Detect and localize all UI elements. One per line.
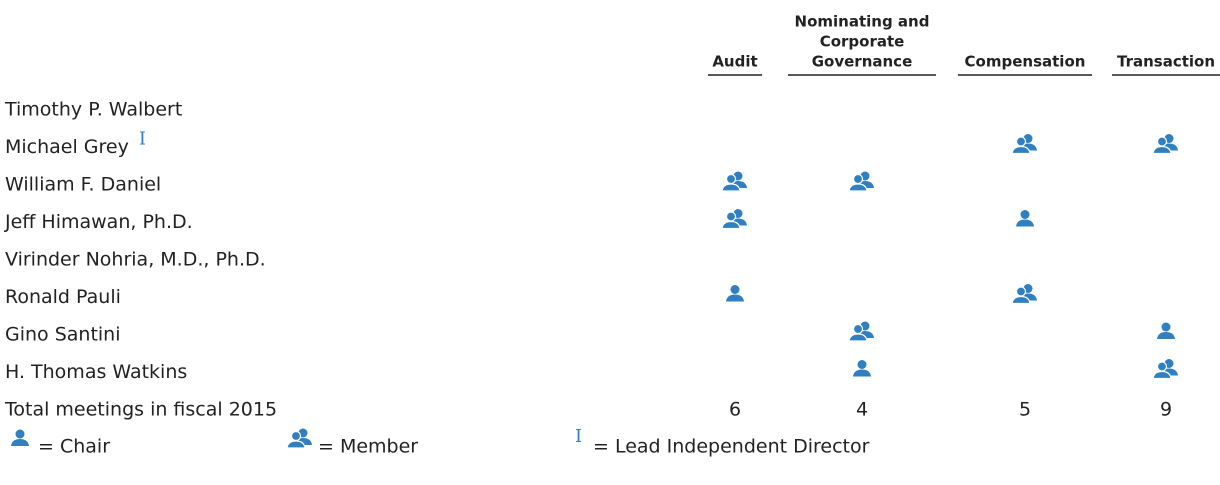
- chair-icon: [1016, 210, 1034, 227]
- row-name: Gino Santini: [5, 324, 121, 346]
- total-value: 5: [1019, 399, 1031, 421]
- chair-icon: [853, 360, 871, 377]
- member-icon: [286, 427, 313, 449]
- legend-symbol: I: [575, 426, 582, 447]
- chair-icon: [1157, 322, 1175, 339]
- member-icon: [1152, 358, 1179, 380]
- chair-icon: [11, 429, 29, 446]
- column-header: Audit: [712, 53, 757, 71]
- row-name: Timothy P. Walbert: [4, 99, 182, 121]
- lead-marker: I: [139, 129, 146, 150]
- row-name: Virinder Nohria, M.D., Ph.D.: [5, 249, 266, 271]
- total-label: Total meetings in fiscal 2015: [4, 399, 277, 421]
- row-name: Michael Grey: [5, 136, 129, 158]
- column-header: Corporate: [820, 33, 905, 51]
- member-icon: [721, 170, 748, 192]
- legend-label: = Chair: [38, 436, 110, 458]
- member-icon: [848, 320, 875, 342]
- member-icon: [721, 208, 748, 230]
- total-value: 4: [856, 399, 868, 421]
- member-icon: [1011, 133, 1038, 155]
- column-header: Nominating and: [795, 13, 930, 31]
- column-header: Transaction: [1117, 53, 1215, 71]
- legend-label: = Lead Independent Director: [593, 436, 870, 458]
- member-icon: [848, 170, 875, 192]
- column-header: Compensation: [965, 53, 1086, 71]
- column-header: Governance: [812, 53, 913, 71]
- member-icon: [1152, 133, 1179, 155]
- legend-label: = Member: [318, 436, 418, 458]
- row-name: Ronald Pauli: [5, 286, 121, 308]
- total-value: 9: [1160, 399, 1172, 421]
- row-name: William F. Daniel: [5, 174, 161, 196]
- row-name: H. Thomas Watkins: [5, 361, 187, 383]
- row-name: Jeff Himawan, Ph.D.: [4, 211, 193, 233]
- total-value: 6: [729, 399, 741, 421]
- member-icon: [1011, 283, 1038, 305]
- chair-icon: [726, 285, 744, 302]
